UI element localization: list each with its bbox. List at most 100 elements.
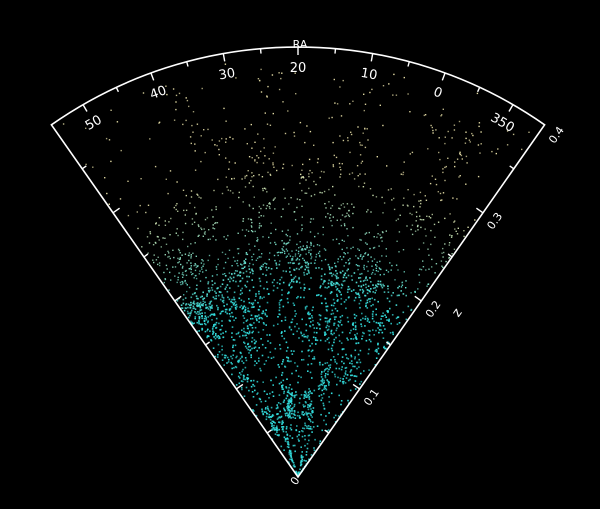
galaxy-point: [311, 309, 314, 312]
galaxy-point: [282, 101, 284, 103]
galaxy-point: [286, 235, 289, 237]
galaxy-point: [248, 389, 250, 392]
galaxy-point: [206, 336, 208, 339]
galaxy-point: [268, 334, 271, 336]
galaxy-point: [257, 78, 260, 80]
galaxy-point: [337, 415, 340, 417]
galaxy-point: [214, 355, 217, 358]
galaxy-point: [250, 379, 253, 382]
galaxy-point: [354, 365, 356, 368]
galaxy-point: [208, 305, 211, 308]
galaxy-point: [303, 259, 305, 261]
galaxy-point: [200, 262, 203, 264]
galaxy-point: [238, 382, 241, 385]
galaxy-point: [215, 239, 217, 241]
galaxy-point: [398, 322, 401, 324]
galaxy-point: [373, 320, 375, 323]
galaxy-point: [293, 277, 295, 279]
galaxy-point: [190, 296, 193, 299]
galaxy-point: [215, 333, 217, 335]
galaxy-point: [172, 266, 174, 268]
galaxy-point: [177, 248, 180, 251]
galaxy-point: [336, 383, 338, 386]
galaxy-point: [189, 314, 191, 317]
galaxy-point: [201, 329, 203, 331]
galaxy-point: [336, 272, 338, 275]
galaxy-point: [286, 445, 289, 448]
galaxy-point: [346, 247, 348, 249]
galaxy-point: [149, 138, 151, 140]
galaxy-point: [256, 349, 258, 352]
galaxy-point: [240, 373, 242, 376]
galaxy-point: [233, 177, 235, 180]
galaxy-point: [308, 288, 311, 290]
galaxy-point: [313, 262, 316, 264]
galaxy-point: [235, 308, 237, 310]
galaxy-point: [319, 318, 322, 321]
galaxy-point: [364, 318, 367, 320]
galaxy-point: [258, 317, 260, 320]
galaxy-point: [299, 397, 301, 400]
galaxy-point: [232, 315, 234, 318]
galaxy-point: [219, 337, 221, 339]
galaxy-point: [301, 350, 303, 353]
z-tick-0.1: 0.1: [361, 386, 382, 408]
galaxy-point: [359, 141, 361, 144]
tick-mark: [324, 429, 330, 434]
galaxy-point: [258, 293, 260, 295]
galaxy-point: [364, 173, 366, 175]
galaxy-point: [311, 392, 313, 395]
galaxy-point: [165, 243, 168, 245]
galaxy-point: [304, 248, 307, 251]
galaxy-point: [371, 313, 374, 315]
galaxy-point: [286, 250, 289, 252]
galaxy-point: [429, 182, 432, 185]
galaxy-point: [265, 407, 267, 409]
galaxy-point: [192, 252, 194, 254]
galaxy-point: [340, 303, 343, 305]
galaxy-point: [202, 265, 204, 267]
galaxy-point: [377, 280, 380, 283]
galaxy-point: [266, 95, 268, 97]
galaxy-point: [321, 371, 323, 373]
galaxy-point: [354, 317, 356, 319]
galaxy-point: [393, 197, 395, 200]
galaxy-point: [400, 290, 402, 292]
galaxy-point: [223, 364, 225, 366]
galaxy-point: [315, 331, 318, 334]
galaxy-point: [250, 230, 253, 232]
galaxy-point: [365, 305, 367, 308]
galaxy-point: [243, 395, 246, 397]
galaxy-point: [105, 137, 108, 140]
galaxy-point: [395, 264, 398, 266]
galaxy-point: [355, 255, 357, 257]
galaxy-point: [419, 218, 422, 221]
galaxy-point: [379, 274, 381, 276]
galaxy-point: [263, 390, 266, 393]
galaxy-point: [239, 275, 241, 277]
galaxy-point: [506, 130, 509, 132]
galaxy-point: [207, 289, 210, 292]
galaxy-point: [411, 151, 414, 154]
galaxy-point: [203, 228, 205, 230]
galaxy-point: [303, 413, 306, 415]
galaxy-point: [190, 301, 192, 304]
galaxy-point: [361, 272, 363, 275]
galaxy-point: [352, 365, 354, 368]
galaxy-point: [415, 220, 417, 222]
galaxy-point: [306, 447, 309, 450]
galaxy-point: [355, 264, 358, 266]
galaxy-point: [195, 277, 198, 280]
galaxy-point: [188, 105, 190, 108]
galaxy-point: [344, 224, 346, 227]
galaxy-point: [414, 290, 416, 293]
galaxy-point: [352, 338, 355, 340]
galaxy-point: [154, 165, 157, 168]
galaxy-point: [295, 259, 297, 261]
galaxy-point: [326, 309, 328, 312]
galaxy-point: [276, 169, 278, 172]
galaxy-point: [358, 277, 360, 279]
galaxy-point: [323, 281, 325, 283]
galaxy-point: [85, 163, 87, 166]
galaxy-point: [399, 214, 401, 216]
